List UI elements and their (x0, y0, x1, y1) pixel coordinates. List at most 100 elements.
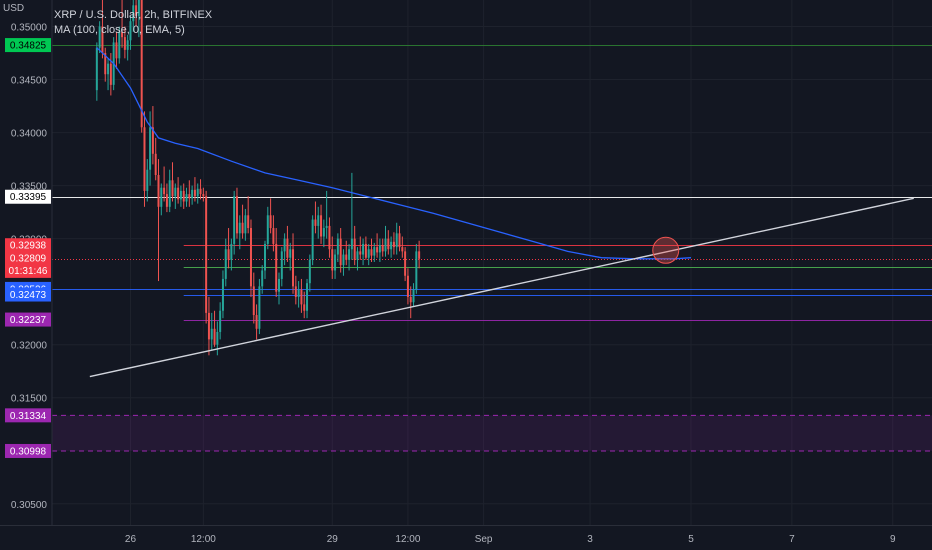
candle-body (230, 243, 233, 260)
candle-body (406, 275, 409, 297)
candle-body (171, 180, 174, 197)
candle-body (401, 247, 404, 252)
candle-body (255, 315, 258, 329)
price-tick-label: 0.31500 (11, 394, 48, 405)
time-tick-label: 12:00 (395, 534, 420, 545)
symbol-title[interactable]: XRP / U.S. Dollar, 2h, BITFINEX (54, 9, 213, 21)
level-price-label-bg (5, 38, 51, 53)
candle-body (210, 328, 213, 340)
candle-body (266, 215, 269, 244)
candle-body (216, 331, 219, 345)
candle-body (336, 238, 339, 255)
candle-body (278, 278, 281, 292)
candle-body (129, 21, 132, 41)
candle-body (303, 304, 306, 311)
indicator-label[interactable]: MA (100, close, 0, EMA, 5) (54, 24, 185, 36)
candle-body (157, 175, 160, 207)
highlight-marker (652, 236, 680, 264)
time-tick-label: 3 (587, 534, 593, 545)
candle-body (392, 241, 395, 248)
candle-body (219, 310, 222, 332)
candle-body (98, 26, 101, 48)
candle-body (165, 194, 168, 207)
candle-body (199, 188, 202, 195)
current-price-badge (5, 250, 51, 278)
grid (52, 0, 932, 525)
candle-body (378, 245, 381, 253)
candle-body (415, 251, 418, 290)
trendline[interactable] (89, 197, 914, 378)
candle-body (221, 278, 224, 311)
candle-body (258, 286, 261, 329)
candle-body (252, 286, 255, 315)
candle-body (376, 247, 379, 253)
candle-body (247, 215, 250, 229)
level-price-label-bg (5, 312, 51, 327)
time-tick-label: 12:00 (191, 534, 216, 545)
candle-body (275, 243, 278, 292)
candle-body (409, 296, 412, 303)
candle-body (297, 289, 300, 297)
price-tick-label: 0.34500 (11, 76, 48, 87)
candle-body (118, 31, 121, 59)
candle-body (381, 245, 384, 252)
level-price-label: 0.32938 (10, 241, 47, 252)
candle-body (328, 225, 331, 250)
level-price-label: 0.34825 (10, 41, 47, 52)
candle-body (350, 238, 353, 250)
chart-legend[interactable]: XRP / U.S. Dollar, 2h, BITFINEX MA (100,… (54, 8, 212, 38)
level-price-label-bg (5, 238, 51, 253)
candle-body (179, 190, 182, 200)
price-axis[interactable]: 0.350000.345000.340000.335000.330000.320… (0, 0, 53, 550)
candle-body (398, 233, 401, 248)
candle-body (292, 249, 295, 287)
candle-body (387, 238, 390, 250)
candle-body (163, 187, 166, 195)
zone-fill (52, 415, 932, 451)
moving-average (96, 47, 692, 260)
candle-body (300, 289, 303, 305)
candle-body (109, 63, 112, 85)
candle-body (224, 249, 227, 279)
candle-body (395, 233, 398, 248)
horizontal-levels[interactable] (52, 45, 932, 321)
candle-body (241, 222, 244, 234)
candle-body (244, 215, 247, 234)
candle-body (345, 254, 348, 260)
candle-body (412, 289, 415, 303)
candle-body (154, 153, 157, 175)
candle-body (202, 194, 205, 197)
candle-body (95, 47, 98, 91)
candle-body (348, 249, 351, 260)
candle-body (294, 286, 297, 297)
time-axis[interactable]: 26 12:00 29 12:00 Sep 3 5 7 9 (0, 525, 932, 550)
candle-body (132, 5, 135, 22)
candle-body (370, 249, 373, 256)
candle-body (185, 194, 188, 202)
candle-body (367, 249, 370, 258)
candle-body (235, 196, 238, 234)
candle-body (140, 0, 143, 128)
candle-body (322, 228, 325, 237)
candle-body (364, 243, 367, 258)
candle-body (331, 249, 334, 271)
candle-body (101, 26, 104, 54)
zone-bottom-label: 0.30998 (10, 446, 47, 457)
countdown-label: 01:31:46 (9, 266, 48, 277)
candle-body (272, 228, 275, 244)
candle-body (334, 254, 337, 271)
highlight-circle (652, 236, 680, 264)
candle-body (317, 215, 320, 226)
candle-body (233, 196, 236, 244)
candle-body (123, 37, 126, 50)
price-zone (52, 414, 932, 452)
zone-bottom-label-bg (5, 443, 51, 458)
candle-body (238, 222, 241, 234)
candle-body (306, 283, 309, 311)
candle-body (126, 40, 129, 50)
time-tick-label: 7 (789, 534, 795, 545)
candle-body (269, 215, 272, 229)
candles (95, 0, 421, 356)
candle-body (325, 225, 328, 229)
